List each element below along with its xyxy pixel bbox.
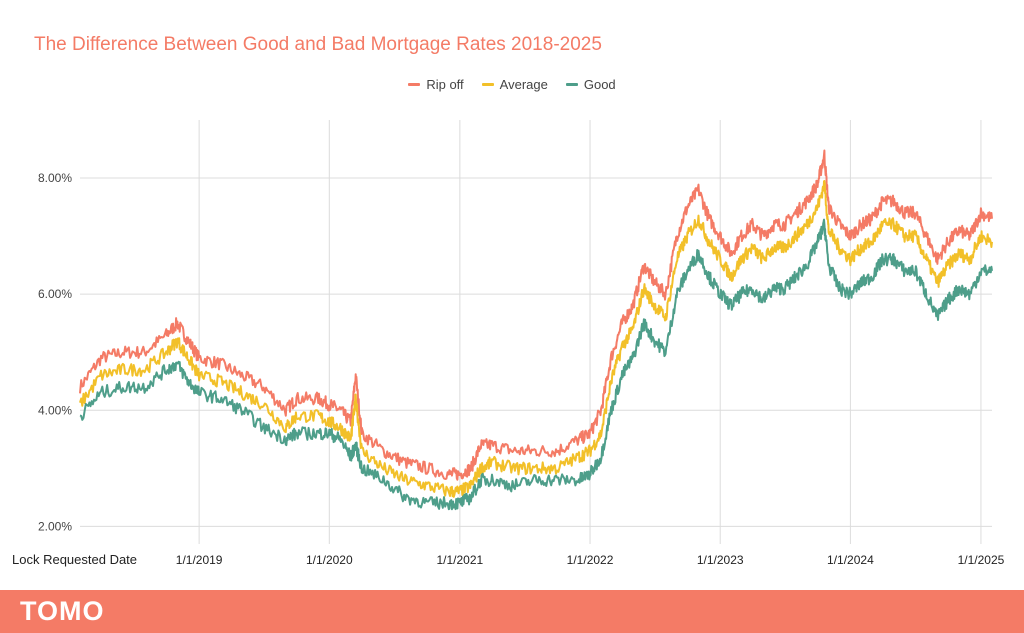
legend-swatch-good bbox=[565, 83, 578, 86]
series-line-rip-off bbox=[79, 149, 993, 481]
legend-item-ripoff: Rip off bbox=[408, 77, 464, 92]
x-tick-label: 1/1/2024 bbox=[827, 553, 874, 567]
y-tick-label: 4.00% bbox=[38, 403, 72, 417]
x-tick-label: 1/1/2021 bbox=[436, 553, 483, 567]
footer-bar: TOMO bbox=[0, 590, 1024, 633]
x-tick-label: 1/1/2025 bbox=[958, 553, 1005, 567]
series-line-average bbox=[79, 179, 993, 498]
series-line-good bbox=[79, 218, 993, 511]
y-tick-label: 6.00% bbox=[38, 287, 72, 301]
y-tick-label: 2.00% bbox=[38, 519, 72, 533]
chart-title: The Difference Between Good and Bad Mort… bbox=[34, 34, 602, 55]
legend-label-good: Good bbox=[583, 77, 616, 92]
legend-swatch-average bbox=[481, 83, 494, 86]
legend-label-average: Average bbox=[499, 77, 548, 92]
chart-legend: Rip off Average Good bbox=[0, 77, 1024, 92]
line-chart: 2.00% 4.00% 6.00% 8.00% 1/1/2019 1/1/2020 1/1/… bbox=[38, 120, 1005, 567]
legend-label-ripoff: Rip off bbox=[426, 77, 464, 92]
x-tick-label: 1/1/2020 bbox=[306, 553, 353, 567]
x-tick-label: 1/1/2023 bbox=[697, 553, 744, 567]
x-tick-label: 1/1/2019 bbox=[176, 553, 223, 567]
legend-item-good: Good bbox=[565, 77, 616, 92]
y-tick-label: 8.00% bbox=[38, 171, 72, 185]
legend-swatch-ripoff bbox=[408, 83, 421, 86]
tomo-logo: TOMO bbox=[20, 596, 105, 626]
x-tick-label: 1/1/2022 bbox=[567, 553, 614, 567]
x-axis-label: Lock Requested Date bbox=[12, 552, 138, 567]
legend-item-average: Average bbox=[481, 77, 548, 92]
